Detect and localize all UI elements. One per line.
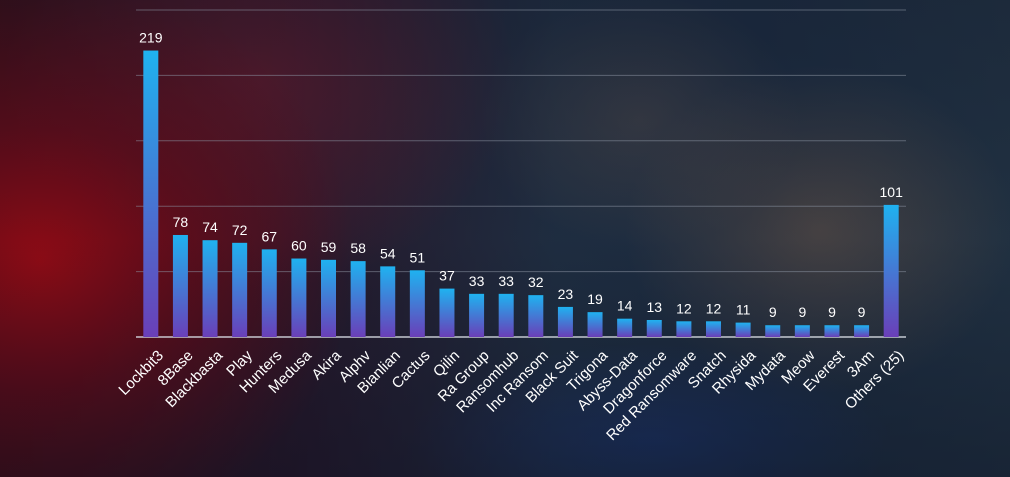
value-label: 12 [706,300,722,316]
bar-mydata [765,325,781,337]
value-label: 54 [380,245,396,261]
value-label: 60 [291,238,307,254]
value-labels: 219 78 74 72 67 60 59 58 54 51 37 33 33 32 23 19 14 13 12 1… [139,30,903,321]
value-label: 101 [880,184,904,200]
value-label: 11 [736,302,751,318]
value-label: 9 [858,304,866,320]
value-label: 78 [173,214,189,230]
bar-hunters [261,249,277,337]
bar-others-25 [883,204,899,337]
bar-lockbit3 [143,50,159,337]
value-label: 58 [350,240,366,256]
bar-black-suit [557,306,573,337]
value-label: 33 [498,273,514,289]
bar-ra-group [469,293,485,337]
bar-inc-ransom [528,295,544,337]
bar-akira [321,259,336,337]
value-label: 23 [558,286,574,302]
value-label: 13 [646,299,662,315]
bar-red-ransomware [676,321,692,337]
value-label: 12 [676,300,692,316]
value-label: 72 [232,222,248,238]
value-label: 9 [769,304,777,320]
value-label: 14 [617,298,633,314]
value-label: 32 [528,274,544,290]
gridlines [136,9,906,338]
bar-3am [854,325,870,337]
bar-cactus [409,270,425,337]
bars [143,50,899,337]
value-label: 59 [321,239,337,255]
value-label: 33 [469,273,485,289]
value-label: 51 [410,249,426,265]
bar-blackbasta [202,240,218,337]
bar-qilin [439,288,455,337]
category-labels: Lockbit38BaseBlackbastaPlayHuntersMedusa… [115,347,907,445]
bar-abyss-data [617,318,633,337]
value-label: 19 [587,291,603,307]
bar-trigona [587,312,603,337]
value-label: 9 [798,304,806,320]
value-label: 74 [202,219,218,235]
bar-meow [794,325,810,337]
bar-everest [824,325,840,337]
bar-play [232,242,248,337]
value-label: 37 [439,268,455,284]
bar-rhysida [735,322,751,337]
bar-bianlian [380,266,396,337]
bar-snatch [706,321,721,337]
value-label: 219 [139,30,163,46]
bar-ransomhub [498,293,514,337]
bar-alphv [350,261,366,337]
bar-medusa [291,258,307,337]
value-label: 9 [828,304,836,320]
bar-dragonforce [646,319,662,337]
bar-8base [172,234,188,337]
value-label: 67 [261,228,277,244]
